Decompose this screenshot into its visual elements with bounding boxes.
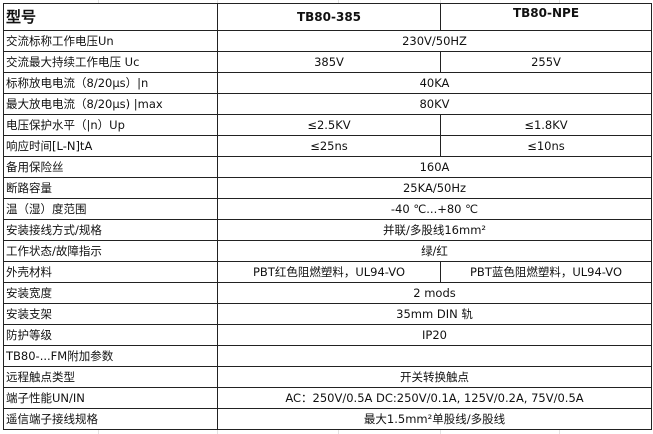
table-row: 交流标称工作电压Un 230V/50HZ — [3, 30, 652, 52]
model-tb80-npe: TB80-NPE — [440, 3, 652, 31]
table-row: 安装接线方式/规格 并联/多股线16mm² — [3, 219, 652, 241]
row-label: 安装宽度 — [3, 282, 218, 304]
row-label: 标称放电电流（8/20μs）|n — [3, 72, 218, 94]
row-label: TB80-...FM附加参数 — [3, 345, 218, 367]
table-row: 最大放电电流（8/20μs) |max 80KV — [3, 93, 652, 115]
table-row: 端子性能UN/IN AC：250V/0.5A DC:250V/0.1A, 125V… — [3, 387, 652, 409]
row-value-tb80-385: ≤2.5KV — [217, 114, 441, 136]
row-label: 工作状态/故障指示 — [3, 240, 218, 262]
row-value-shared: 绿/红 — [217, 240, 652, 262]
row-label: 安装支架 — [3, 303, 218, 325]
table-row: 安装支架 35mm DIN 轨 — [3, 303, 652, 325]
row-value-tb80-npe: ≤10ns — [440, 135, 652, 157]
table-row: 远程触点类型 开关转换触点 — [3, 366, 652, 388]
row-value-tb80-385: ≤25ns — [217, 135, 441, 157]
row-value-shared: 80KV — [217, 93, 652, 115]
model-tb80-385: TB80-385 — [217, 3, 441, 31]
row-value-shared: 230V/50HZ — [217, 30, 652, 52]
header-row: 型号 TB80-385 TB80-NPE — [3, 3, 652, 31]
row-value-tb80-385: PBT红色阻燃塑料，UL94-VO — [217, 261, 441, 283]
table-row: 交流最大持续工作电压 Uc 385V 255V — [3, 51, 652, 73]
row-value-shared: 160A — [217, 156, 652, 178]
row-label: 最大放电电流（8/20μs) |max — [3, 93, 218, 115]
row-value-tb80-385: 385V — [217, 51, 441, 73]
row-value-shared: AC：250V/0.5A DC:250V/0.1A, 125V/0.2A, 75… — [217, 387, 652, 409]
row-label: 备用保险丝 — [3, 156, 218, 178]
row-label: 温（湿）度范围 — [3, 198, 218, 220]
row-label: 端子性能UN/IN — [3, 387, 218, 409]
row-label: 外壳材料 — [3, 261, 218, 283]
row-value-shared: 最大1.5mm²单股线/多股线 — [217, 408, 652, 430]
row-value-shared: 开关转换触点 — [217, 366, 652, 388]
row-label: 响应时间[L-N]tA — [3, 135, 218, 157]
row-value-tb80-npe: ≤1.8KV — [440, 114, 652, 136]
table-row: TB80-...FM附加参数 — [3, 345, 652, 367]
row-label: 交流最大持续工作电压 Uc — [3, 51, 218, 73]
table-row: 工作状态/故障指示 绿/红 — [3, 240, 652, 262]
table-row: 标称放电电流（8/20μs）|n 40KA — [3, 72, 652, 94]
row-value-tb80-npe: PBT蓝色阻燃塑料，UL94-VO — [440, 261, 652, 283]
table-row: 备用保险丝 160A — [3, 156, 652, 178]
row-value-shared: 35mm DIN 轨 — [217, 303, 652, 325]
table-row: 遥信端子接线规格 最大1.5mm²单股线/多股线 — [3, 408, 652, 430]
table-row: 安装宽度 2 mods — [3, 282, 652, 304]
table-row: 防护等级 IP20 — [3, 324, 652, 346]
row-value-tb80-npe: 255V — [440, 51, 652, 73]
model-header-label: 型号 — [3, 3, 218, 31]
row-label: 交流标称工作电压Un — [3, 30, 218, 52]
row-value-shared: 25KA/50Hz — [217, 177, 652, 199]
row-label: 遥信端子接线规格 — [3, 408, 218, 430]
row-label: 防护等级 — [3, 324, 218, 346]
spec-table: 型号 TB80-385 TB80-NPE 交流标称工作电压Un 230V/50HZ… — [3, 3, 652, 430]
row-label: 安装接线方式/规格 — [3, 219, 218, 241]
table-row: 断路容量 25KA/50Hz — [3, 177, 652, 199]
table-row: 电压保护水平（|n）Up ≤2.5KV ≤1.8KV — [3, 114, 652, 136]
row-value-shared — [217, 345, 652, 367]
row-label: 远程触点类型 — [3, 366, 218, 388]
row-value-shared: 40KA — [217, 72, 652, 94]
table-row: 外壳材料 PBT红色阻燃塑料，UL94-VO PBT蓝色阻燃塑料，UL94-VO — [3, 261, 652, 283]
table-row: 温（湿）度范围 -40 ℃...+80 ℃ — [3, 198, 652, 220]
table-row: 响应时间[L-N]tA ≤25ns ≤10ns — [3, 135, 652, 157]
row-value-shared: 2 mods — [217, 282, 652, 304]
row-value-shared: 并联/多股线16mm² — [217, 219, 652, 241]
row-label: 电压保护水平（|n）Up — [3, 114, 218, 136]
row-label: 断路容量 — [3, 177, 218, 199]
row-value-shared: IP20 — [217, 324, 652, 346]
row-value-shared: -40 ℃...+80 ℃ — [217, 198, 652, 220]
